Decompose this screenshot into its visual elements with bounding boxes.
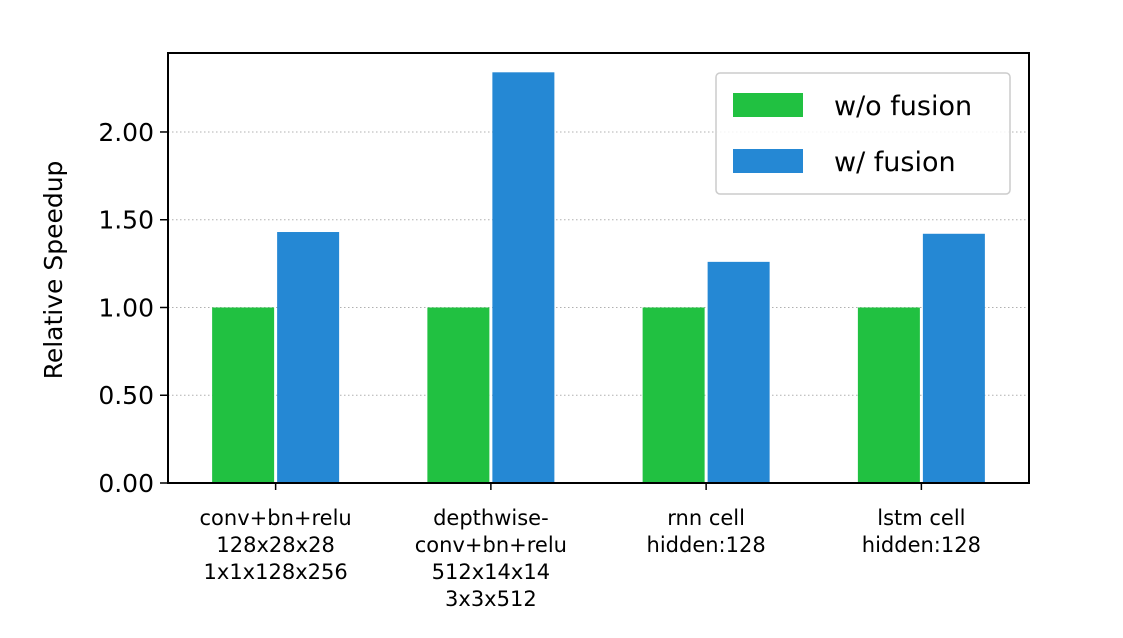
bar-w-o-fusion [857,307,920,483]
legend-label-w-o-fusion: w/o fusion [834,91,972,122]
bar-w-fusion [492,72,555,483]
y-tick-label: 2.00 [98,118,154,147]
x-axis-category-labels: conv+bn+relu 128x28x28 1x1x128x256 depthwis… [200,483,981,611]
plot-frame [167,52,1030,484]
y-axis-title: Relative Speedup [39,161,68,380]
legend-label-w-fusion: w/ fusion [834,147,956,178]
y-axis-ticks: 0.00 0.50 1.00 1.50 2.00 [98,118,168,498]
bar-w-fusion [922,233,985,483]
y-tick-label: 0.00 [98,469,154,498]
y-tick-label: 1.00 [98,293,154,322]
bar-w-o-fusion [642,307,705,483]
y-tick-label: 0.50 [98,381,154,410]
legend-swatch-w-o-fusion [733,93,803,117]
x-category-label: depthwise-conv+bn+relu 512x14x14 3x3x512 [415,506,567,611]
x-category-label: rnn cell hidden:128 [647,506,766,557]
x-category-label: conv+bn+relu 128x28x28 1x1x128x256 [200,506,352,584]
bar-w-o-fusion [212,307,275,483]
legend: w/o fusion w/ fusion [715,72,1011,195]
y-tick-label: 1.50 [98,206,154,235]
bar-w-fusion [707,261,770,483]
bar-w-o-fusion [427,307,490,483]
bar-w-fusion [277,232,340,483]
legend-swatch-w-fusion [733,149,803,173]
x-category-label: lstm cell hidden:128 [862,506,981,557]
bars [212,72,985,483]
